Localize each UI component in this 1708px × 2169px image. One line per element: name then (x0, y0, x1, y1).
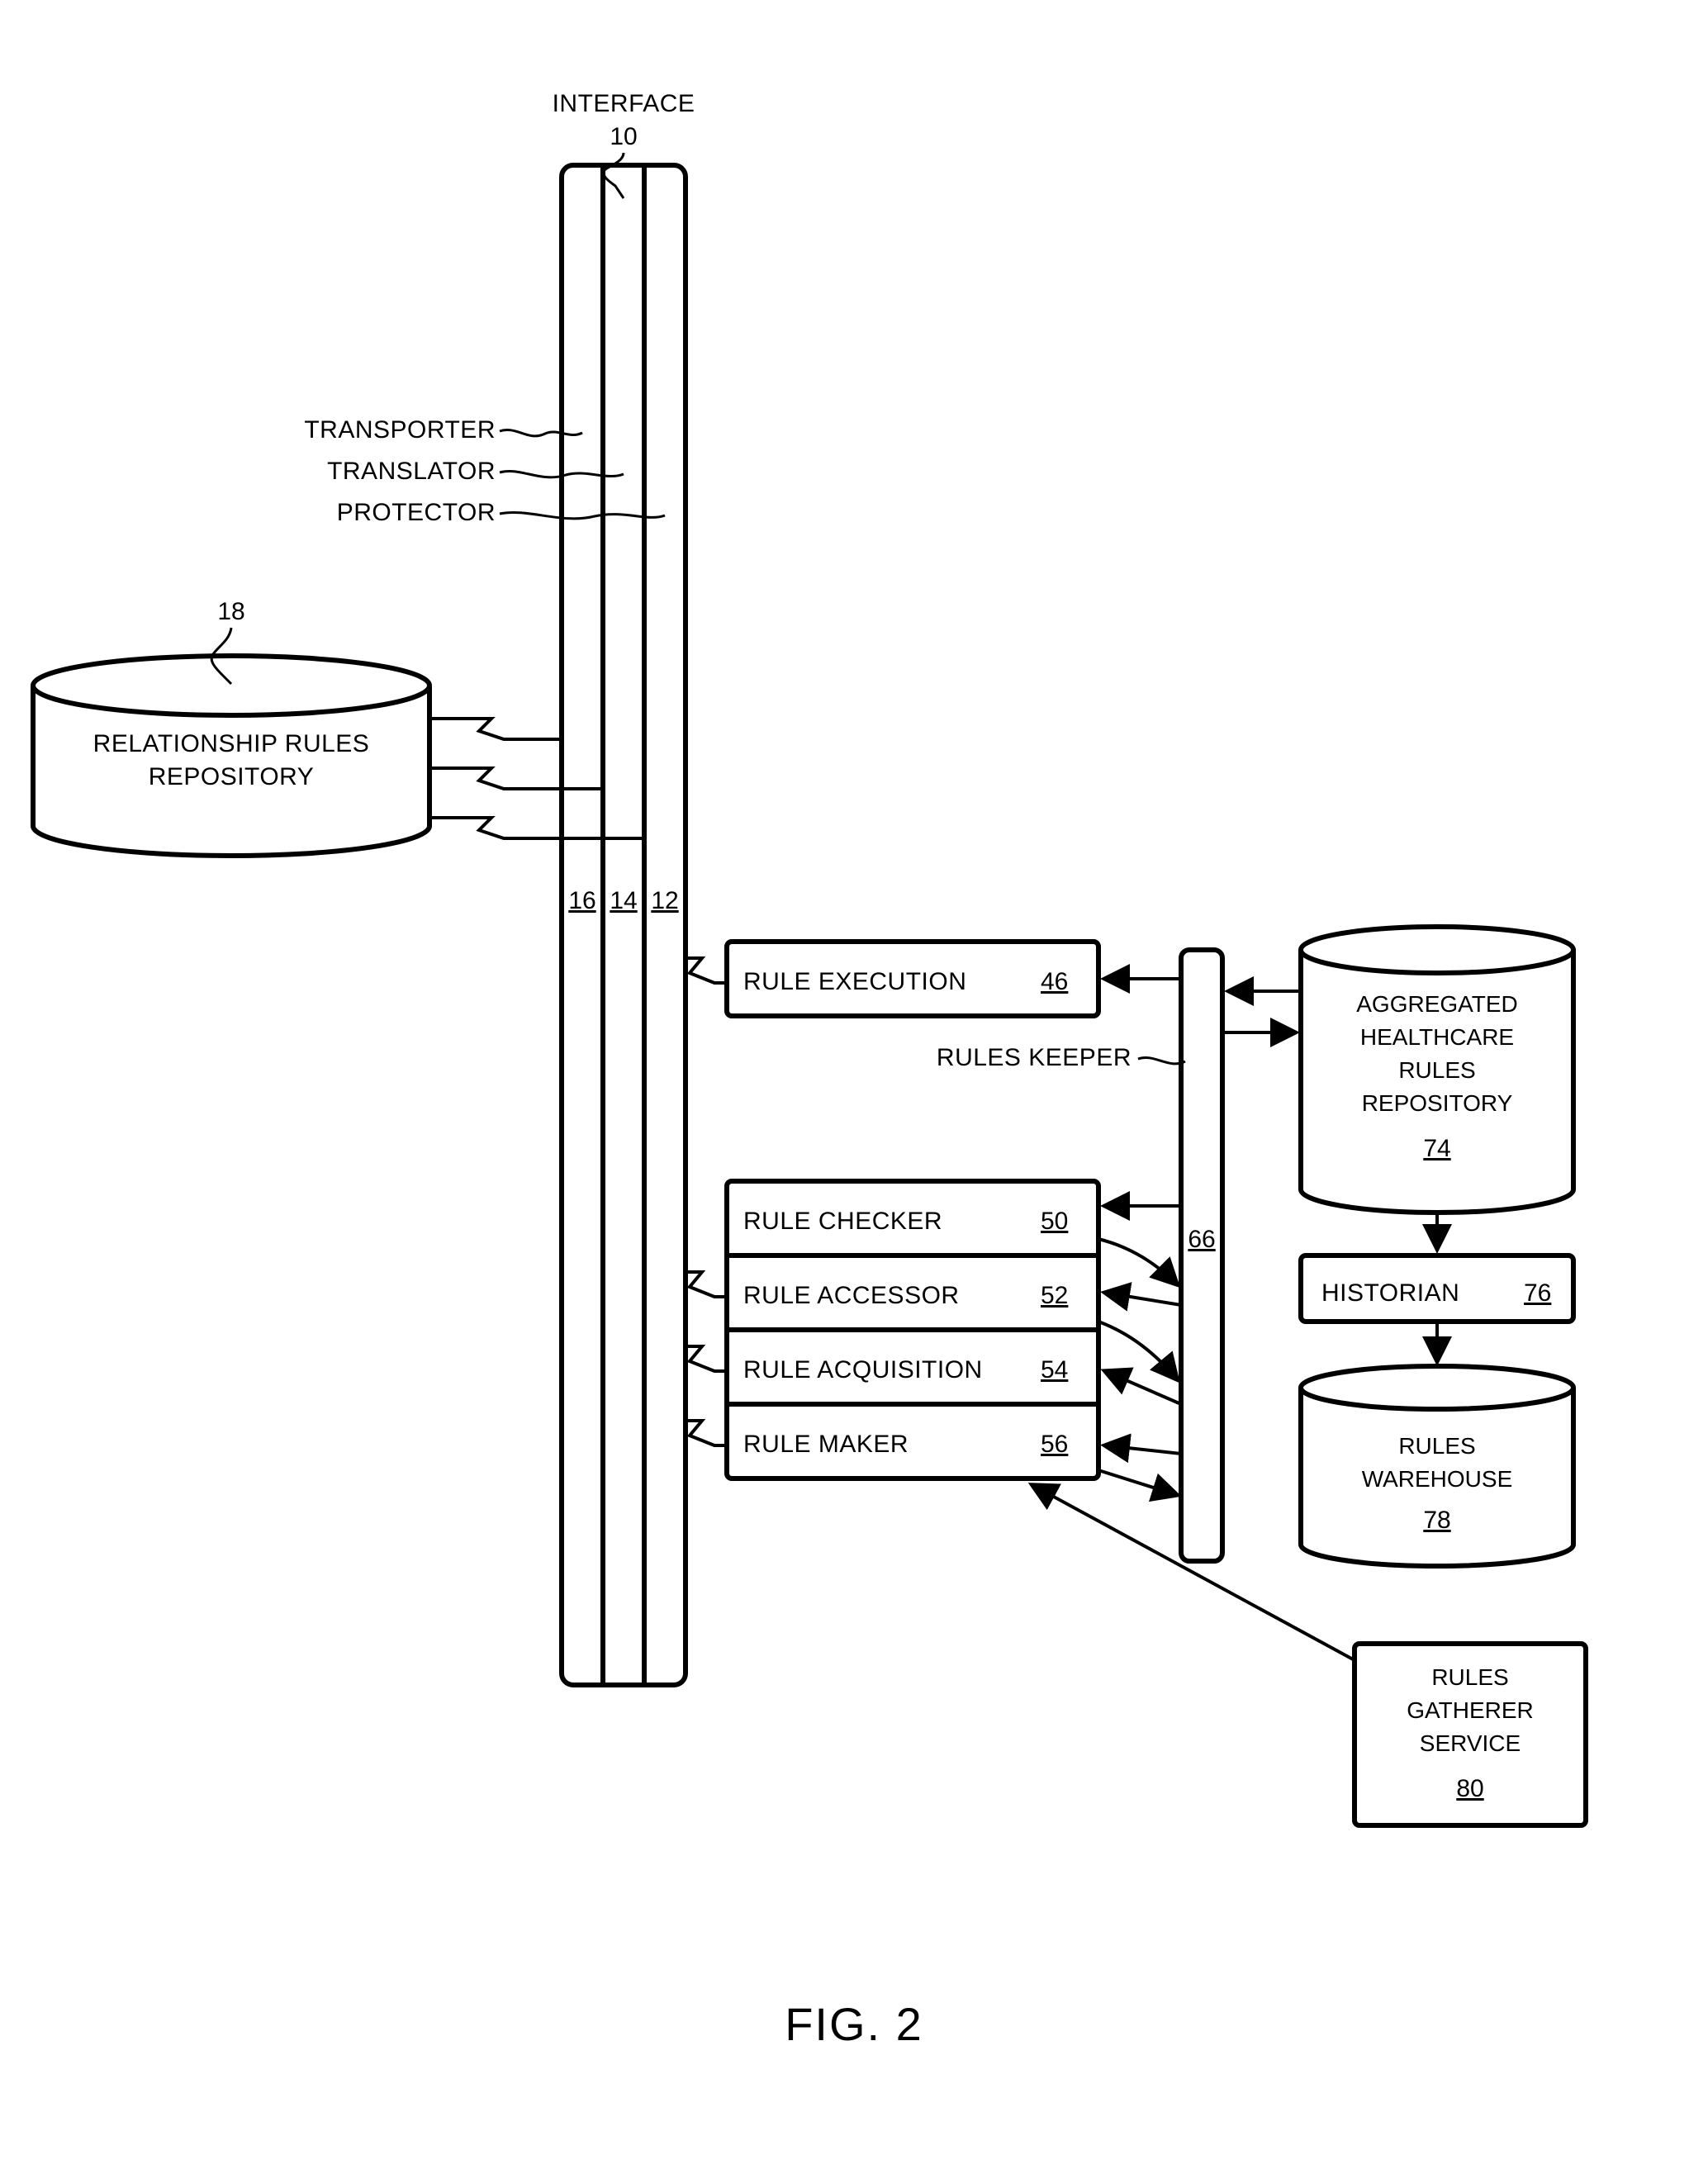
keeper-rect (1181, 950, 1222, 1561)
leftdb-conn-2 (429, 768, 603, 789)
rule-execution-box: RULE EXECUTION 46 (686, 942, 1181, 1016)
gatherer-to-maker (1032, 1485, 1355, 1660)
agg-l4: REPOSITORY (1362, 1090, 1513, 1116)
keeper-to-54 (1105, 1371, 1181, 1404)
figure-caption: FIG. 2 (785, 1998, 923, 2050)
gatherer-l3: SERVICE (1420, 1730, 1521, 1756)
rule-checker-label: RULE CHECKER (743, 1208, 942, 1235)
stack-zig-4 (686, 1421, 727, 1445)
col-ref-16: 16 (568, 887, 595, 914)
rule-execution-ref: 46 (1041, 968, 1068, 995)
interface-title-text: INTERFACE (553, 90, 695, 117)
56-to-keeper (1098, 1470, 1177, 1495)
wh-ref: 78 (1423, 1507, 1450, 1534)
wh-l2: WAREHOUSE (1362, 1466, 1513, 1492)
relationship-rules-repository: 18 RELATIONSHIP RULES REPOSITORY (33, 598, 644, 856)
protector-label: PROTECTOR (337, 499, 496, 526)
keeper-label: RULES KEEPER (937, 1044, 1132, 1071)
agg-ref: 74 (1423, 1135, 1450, 1162)
left-db-top (33, 656, 429, 715)
50-to-keeper (1098, 1239, 1177, 1284)
wh-top (1301, 1366, 1573, 1409)
interface-title-ref: 10 (610, 123, 637, 150)
left-db-label2: REPOSITORY (149, 763, 315, 790)
interface-outer (562, 165, 686, 1685)
agg-l3: RULES (1398, 1057, 1475, 1083)
keeper-ref: 66 (1188, 1226, 1215, 1253)
gatherer-l2: GATHERER (1407, 1697, 1534, 1723)
52-to-keeper (1098, 1322, 1177, 1379)
protector-leader (500, 512, 665, 518)
agg-top (1301, 927, 1573, 973)
gatherer-ref: 80 (1456, 1775, 1483, 1802)
translator-label: TRANSLATOR (327, 458, 496, 485)
historian-box: HISTORIAN 76 (1301, 1255, 1573, 1361)
left-db-label1: RELATIONSHIP RULES (93, 730, 370, 757)
rule-maker-label: RULE MAKER (743, 1431, 909, 1458)
rule-acquisition-label: RULE ACQUISITION (743, 1356, 983, 1384)
aggregated-repo: AGGREGATED HEALTHCARE RULES REPOSITORY 7… (1222, 927, 1573, 1249)
rules-gatherer-service: RULES GATHERER SERVICE 80 (1032, 1485, 1586, 1825)
diagram-title: INTERFACE 10 (553, 90, 695, 198)
exec-zig (686, 958, 727, 983)
leftdb-conn-3 (429, 818, 644, 838)
keeper-leader (1138, 1057, 1185, 1063)
rule-checker-ref: 50 (1041, 1208, 1068, 1235)
stack-zig-2 (686, 1272, 727, 1297)
column-labels: TRANSPORTER TRANSLATOR PROTECTOR (304, 416, 665, 526)
rules-warehouse: RULES WAREHOUSE 78 (1301, 1366, 1573, 1566)
keeper-to-56 (1105, 1445, 1181, 1454)
interface-columns: 16 14 12 (562, 165, 686, 1685)
wh-l1: RULES (1398, 1433, 1475, 1459)
title-leader (604, 153, 624, 198)
gatherer-l1: RULES (1431, 1664, 1508, 1690)
agg-l1: AGGREGATED (1356, 991, 1518, 1017)
rule-execution-label: RULE EXECUTION (743, 968, 966, 995)
historian-label: HISTORIAN (1321, 1279, 1459, 1307)
historian-ref: 76 (1524, 1279, 1551, 1307)
col-ref-14: 14 (610, 887, 637, 914)
rule-accessor-ref: 52 (1041, 1282, 1068, 1309)
stack-zig-3 (686, 1346, 727, 1371)
left-db-ref: 18 (217, 598, 244, 625)
rule-maker-ref: 56 (1041, 1431, 1068, 1458)
agg-l2: HEALTHCARE (1360, 1024, 1514, 1050)
rule-accessor-label: RULE ACCESSOR (743, 1282, 960, 1309)
transporter-label: TRANSPORTER (304, 416, 496, 444)
rule-stack: RULE CHECKER 50 RULE ACCESSOR 52 RULE AC… (686, 1181, 1181, 1495)
transporter-leader (500, 430, 582, 435)
leftdb-conn-1 (429, 719, 562, 739)
col-ref-12: 12 (651, 887, 678, 914)
rule-acquisition-ref: 54 (1041, 1356, 1068, 1384)
keeper-to-52 (1105, 1293, 1181, 1305)
